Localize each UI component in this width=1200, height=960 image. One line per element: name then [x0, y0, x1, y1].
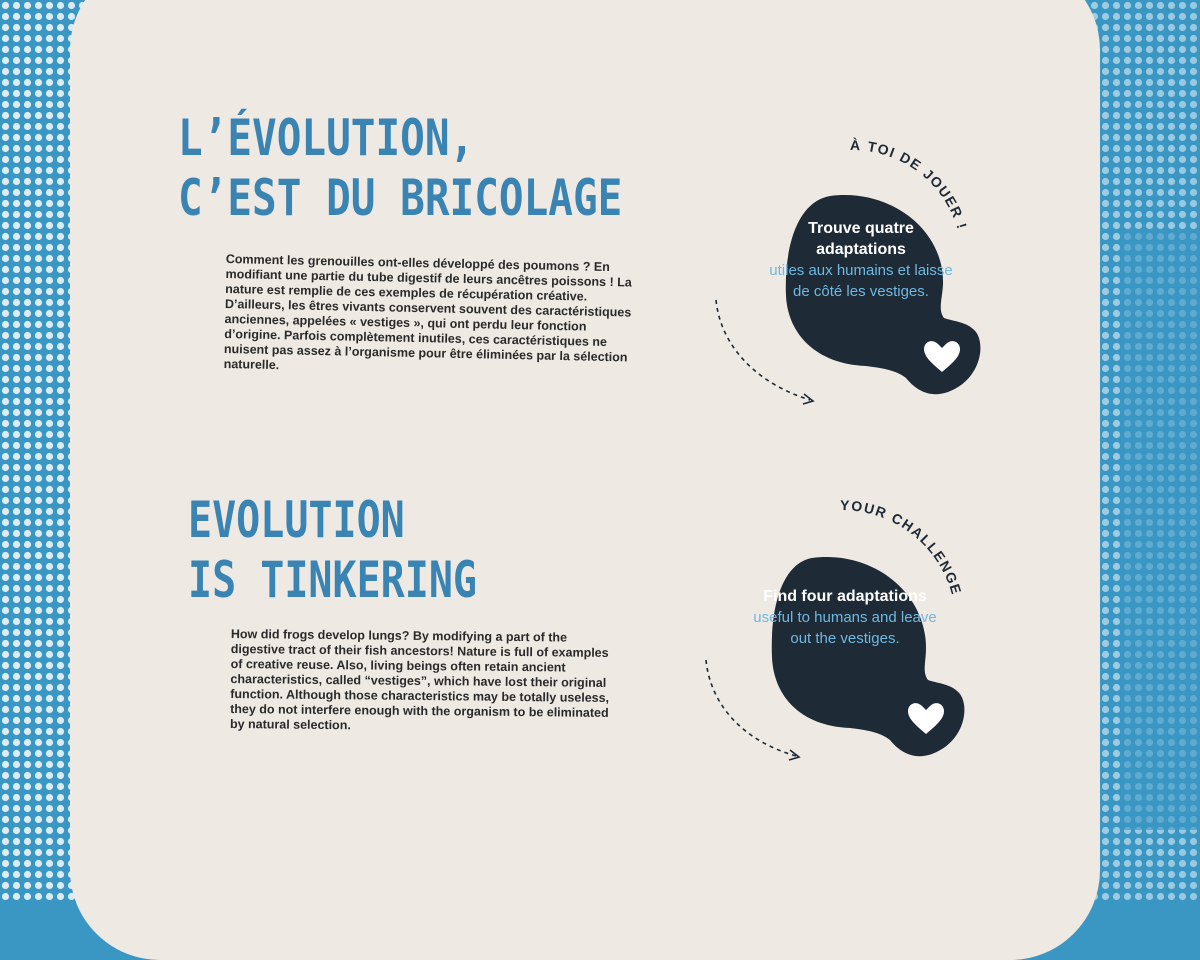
english-challenge-bold: Find four adaptations [763, 588, 927, 605]
french-title-line2: C’EST DU BRICOLAGE [178, 169, 623, 227]
dashed-arrow-icon [715, 299, 811, 401]
heart-icon [908, 703, 944, 734]
french-title: L’ÉVOLUTION, C’EST DU BRICOLAGE [178, 108, 622, 228]
arrowhead-icon [802, 393, 815, 405]
english-title: EVOLUTION IS TINKERING [188, 490, 477, 610]
exhibit-panel [70, 0, 1100, 960]
english-title-line2: IS TINKERING [188, 551, 477, 609]
english-challenge-graphic: YOUR CHALLENGE [705, 497, 965, 761]
english-challenge: YOUR CHALLENGE Find four adaptations use… [690, 480, 990, 780]
french-challenge-text: Trouve quatre adaptations utiles aux hum… [766, 218, 956, 302]
english-challenge-rest: useful to humans and leave out the vesti… [753, 609, 937, 647]
french-title-line1: L’ÉVOLUTION, [178, 109, 475, 167]
french-challenge-bold: Trouve quatre adaptations [808, 220, 914, 258]
french-challenge: À TOI DE JOUER ! Trouve quatre adaptatio… [700, 110, 1000, 410]
french-body-text: Comment les grenouilles ont-elles dévelo… [223, 252, 632, 373]
dashed-arrow-icon [705, 659, 797, 757]
heart-icon [924, 341, 960, 372]
english-title-line1: EVOLUTION [188, 491, 405, 549]
french-challenge-graphic: À TOI DE JOUER ! [715, 137, 981, 405]
arrowhead-icon [788, 749, 801, 761]
french-challenge-rest: utiles aux humains et laisse de côté les… [769, 262, 953, 300]
english-body-text: How did frogs develop lungs? By modifyin… [229, 627, 610, 733]
english-challenge-text: Find four adaptations useful to humans a… [750, 586, 940, 649]
